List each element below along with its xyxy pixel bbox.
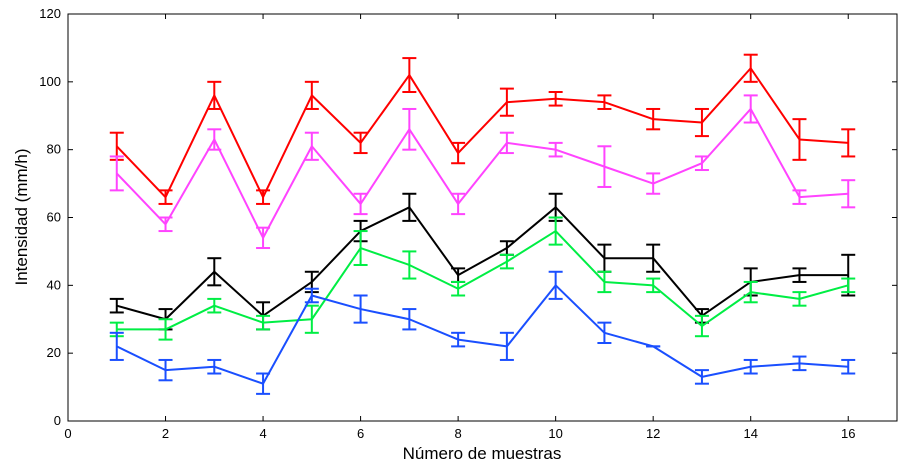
y-axis-title: Intensidad (mm/h)	[12, 149, 31, 286]
y-tick-label: 120	[39, 6, 61, 21]
series-line	[116, 230, 849, 331]
series-line	[116, 107, 849, 239]
x-tick-label: 14	[743, 426, 757, 441]
series-4	[109, 216, 856, 341]
axis-ticks: 0 2 4 6 8 10 12 14 16 0 20 40 60 80 100 120	[39, 6, 897, 441]
x-tick-label: 0	[64, 426, 71, 441]
series-line	[116, 67, 849, 199]
y-tick-label: 60	[47, 210, 61, 225]
x-tick-label: 8	[455, 426, 462, 441]
x-tick-label: 16	[841, 426, 855, 441]
x-tick-label: 6	[357, 426, 364, 441]
series-line	[116, 284, 849, 385]
y-tick-label: 100	[39, 74, 61, 89]
x-tick-label: 4	[259, 426, 266, 441]
x-tick-label: 12	[646, 426, 660, 441]
x-tick-label: 10	[548, 426, 562, 441]
y-tick-label: 80	[47, 142, 61, 157]
series-layer	[109, 53, 856, 395]
x-axis-title: Número de muestras	[403, 444, 562, 463]
plot-area	[67, 13, 898, 422]
series-1	[109, 53, 856, 205]
y-tick-label: 40	[47, 277, 61, 292]
series-2	[109, 94, 856, 250]
series-line	[116, 206, 849, 321]
x-tick-label: 2	[162, 426, 169, 441]
y-tick-label: 20	[47, 345, 61, 360]
series-5	[109, 270, 856, 395]
y-tick-label: 0	[54, 413, 61, 428]
